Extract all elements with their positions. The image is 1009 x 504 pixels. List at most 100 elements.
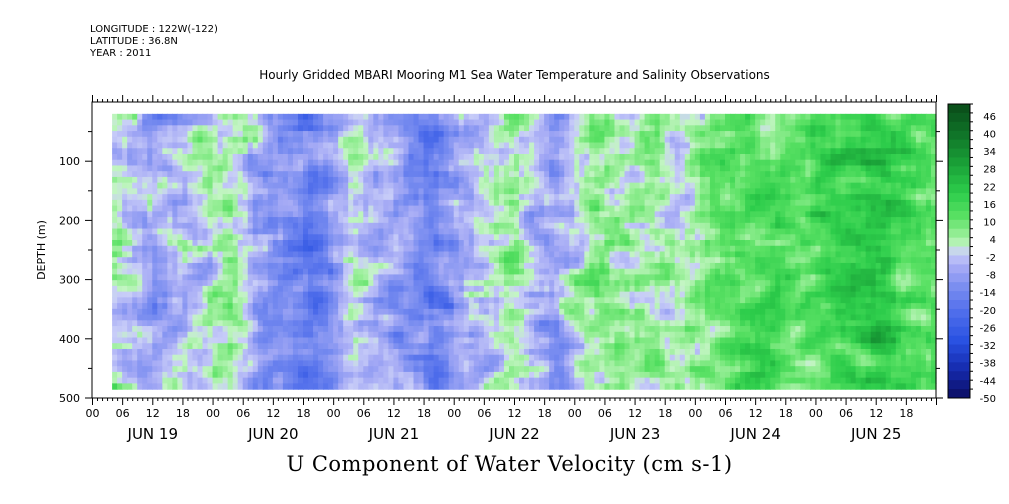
heatmap-cell xyxy=(378,188,384,195)
heatmap-cell xyxy=(524,165,530,172)
heatmap-cell xyxy=(343,348,349,356)
heatmap-cell xyxy=(252,326,259,333)
heatmap-cell xyxy=(313,337,319,344)
heatmap-cell xyxy=(232,159,239,167)
heatmap-cell xyxy=(237,360,244,367)
heatmap-cell xyxy=(147,291,153,298)
heatmap-cell xyxy=(564,262,570,270)
heatmap-cell xyxy=(463,199,470,207)
heatmap-cell xyxy=(197,360,204,367)
heatmap-cell xyxy=(544,371,550,379)
heatmap-cell xyxy=(403,240,410,247)
heatmap-cell xyxy=(212,262,219,270)
heatmap-cell xyxy=(262,240,269,247)
heatmap-cell xyxy=(378,240,384,247)
heatmap-cell xyxy=(343,142,349,149)
heatmap-cell xyxy=(117,211,123,218)
heatmap-cell xyxy=(579,240,585,247)
heatmap-cell xyxy=(343,176,349,184)
heatmap-cell xyxy=(378,320,384,327)
heatmap-cell xyxy=(112,188,118,195)
heatmap-cell xyxy=(629,153,636,161)
heatmap-cell xyxy=(448,377,455,384)
heatmap-cell xyxy=(127,274,133,281)
heatmap-cell xyxy=(237,285,244,293)
heatmap-cell xyxy=(127,326,133,333)
heatmap-cell xyxy=(202,280,209,287)
heatmap-cell xyxy=(599,217,606,224)
heatmap-cell xyxy=(373,280,379,287)
heatmap-cell xyxy=(257,148,264,155)
heatmap-cell xyxy=(493,113,500,121)
heatmap-cell xyxy=(353,314,359,321)
heatmap-cell xyxy=(247,285,254,293)
heatmap-cell xyxy=(182,142,189,149)
heatmap-cell xyxy=(468,348,475,356)
heatmap-cell xyxy=(202,153,209,161)
heatmap-cell xyxy=(443,291,450,298)
heatmap-cell xyxy=(122,383,128,390)
heatmap-cell xyxy=(252,148,259,155)
heatmap-cell xyxy=(247,199,254,207)
heatmap-cell xyxy=(539,360,545,367)
heatmap-cell xyxy=(438,331,445,339)
heatmap-cell xyxy=(157,383,163,390)
heatmap-cell xyxy=(574,348,580,356)
heatmap-cell xyxy=(142,188,148,195)
heatmap-cell xyxy=(177,303,184,310)
heatmap-cell xyxy=(468,165,475,172)
heatmap-cell xyxy=(433,222,440,230)
heatmap-cell xyxy=(433,377,440,384)
heatmap-cell xyxy=(383,383,389,390)
heatmap-cell xyxy=(152,165,158,172)
heatmap-cell xyxy=(473,199,480,207)
heatmap-cell xyxy=(559,234,565,241)
heatmap-cell xyxy=(579,131,585,138)
heatmap-cell xyxy=(242,188,249,195)
heatmap-cell xyxy=(503,188,510,195)
heatmap-cell xyxy=(137,176,143,184)
heatmap-cell xyxy=(554,131,560,138)
heatmap-cell xyxy=(519,245,525,253)
heatmap-cell xyxy=(438,228,445,235)
heatmap-cell xyxy=(303,194,309,201)
heatmap-cell xyxy=(503,257,510,264)
heatmap-cell xyxy=(614,153,621,161)
heatmap-cell xyxy=(433,217,440,224)
heatmap-cell xyxy=(303,165,309,172)
heatmap-cell xyxy=(167,337,173,344)
heatmap-cell xyxy=(152,314,158,321)
heatmap-cell xyxy=(237,303,244,310)
heatmap-cell xyxy=(227,274,234,281)
heatmap-cell xyxy=(207,222,214,230)
heatmap-cell xyxy=(147,377,153,384)
heatmap-cell xyxy=(172,268,178,276)
heatmap-cell xyxy=(438,125,445,132)
heatmap-cell xyxy=(368,297,374,304)
heatmap-cell xyxy=(127,188,133,195)
heatmap-cell xyxy=(252,257,259,264)
heatmap-cell xyxy=(318,182,324,189)
heatmap-cell xyxy=(267,188,274,195)
heatmap-cell xyxy=(584,337,590,344)
heatmap-cell xyxy=(443,326,450,333)
heatmap-cell xyxy=(282,360,289,367)
heatmap-cell xyxy=(348,228,354,235)
heatmap-cell xyxy=(383,314,389,321)
heatmap-cell xyxy=(287,125,294,132)
heatmap-cell xyxy=(373,331,379,339)
heatmap-cell xyxy=(187,291,194,298)
heatmap-cell xyxy=(297,148,304,155)
heatmap-cell xyxy=(383,320,389,327)
heatmap-cell xyxy=(232,245,239,253)
heatmap-cell xyxy=(483,366,490,373)
heatmap-cell xyxy=(569,165,575,172)
heatmap-cell xyxy=(514,211,520,218)
heatmap-cell xyxy=(152,383,158,390)
heatmap-cell xyxy=(232,205,239,212)
heatmap-cell xyxy=(498,119,505,126)
heatmap-cell xyxy=(257,136,264,144)
heatmap-cell xyxy=(192,188,199,195)
heatmap-cell xyxy=(609,291,616,298)
heatmap-cell xyxy=(413,348,420,356)
